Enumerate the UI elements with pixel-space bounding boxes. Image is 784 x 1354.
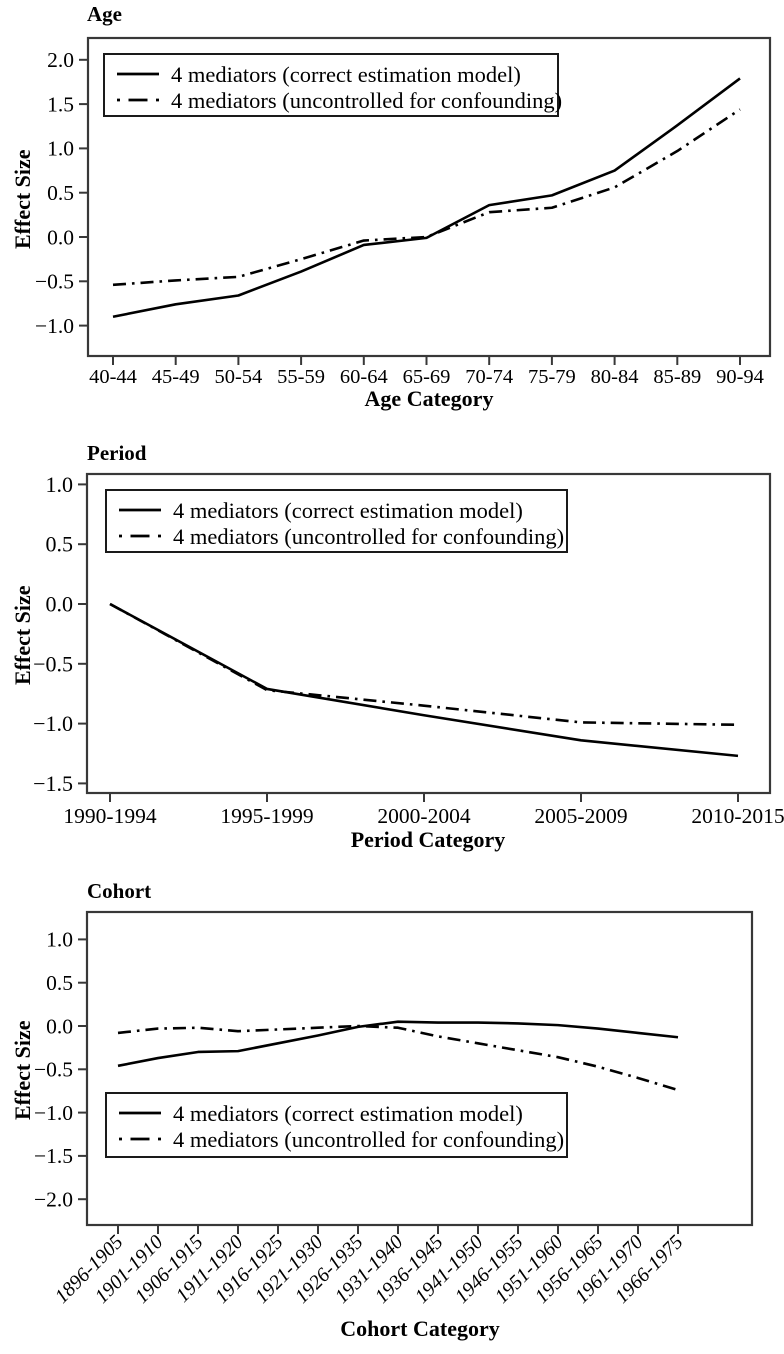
period-plot: 1.0 0.5 0.0 −0.5 −1.0 −1.5 1990-1994 1995-1999 2… xyxy=(33,472,784,828)
plot-frame xyxy=(86,36,772,358)
x-tick-label: 60-64 xyxy=(340,366,388,388)
y-tick-label: 1.0 xyxy=(47,137,74,161)
x-tick-label: 1995-1999 xyxy=(220,804,313,828)
y-tick-label: 0.5 xyxy=(46,532,74,557)
period-x-axis-title: Period Category xyxy=(350,827,506,852)
x-tick-label: 70-74 xyxy=(465,366,513,388)
series-line-dashdot xyxy=(117,1024,679,1092)
y-tick-label: 2.0 xyxy=(47,48,74,72)
y-tick-label: −1.5 xyxy=(34,1144,73,1168)
plot-frame xyxy=(85,472,772,795)
legend-label: 4 mediators (uncontrolled for confoundin… xyxy=(173,1127,564,1152)
legend-label: 4 mediators (uncontrolled for confoundin… xyxy=(171,88,562,113)
x-tick-label: 1990-1994 xyxy=(63,804,156,828)
series-line-dashdot xyxy=(109,602,739,727)
x-tick-label: 80-84 xyxy=(591,366,639,388)
x-tick-label: 2005-2009 xyxy=(534,804,627,828)
y-tick-label: −0.5 xyxy=(35,270,74,294)
cohort-panel-title: Cohort xyxy=(87,879,152,903)
series-line-solid xyxy=(112,77,741,319)
x-tick-label: 50-54 xyxy=(214,366,262,388)
x-tick-label: 2000-2004 xyxy=(377,804,470,828)
x-tick-label: 45-49 xyxy=(152,366,200,388)
age-plot: 2.0 1.5 1.0 0.5 0.0 −0.5 −1.0 40-44 45-49 50-54 55… xyxy=(35,36,772,388)
age-y-axis-title: Effect Size xyxy=(10,149,35,249)
cohort-x-axis-title: Cohort Category xyxy=(340,1316,500,1341)
y-tick-label: −2.0 xyxy=(34,1188,73,1212)
series-line-solid xyxy=(109,602,739,758)
y-tick-label: −1.0 xyxy=(35,314,74,338)
plot-frame xyxy=(85,910,754,1227)
age-panel-title: Age xyxy=(87,2,122,26)
y-tick-label: 0.5 xyxy=(46,971,73,995)
y-tick-label: −1.0 xyxy=(34,1101,73,1125)
period-panel-title: Period xyxy=(87,441,147,465)
y-tick-label: 0.0 xyxy=(47,225,74,249)
series-line-solid xyxy=(117,1020,679,1068)
legend-label: 4 mediators (uncontrolled for confoundin… xyxy=(173,524,564,549)
cohort-y-axis-title: Effect Size xyxy=(10,1020,35,1120)
cohort-plot: 1.00.50.0−0.5−1.0−1.5−2.01896-19051901-1… xyxy=(34,910,754,1308)
y-tick-label: −0.5 xyxy=(34,1058,73,1082)
y-tick-label: 1.0 xyxy=(46,928,73,952)
y-tick-label: 0.0 xyxy=(46,1014,73,1038)
y-tick-label: 1.0 xyxy=(46,472,74,497)
x-tick-label: 85-89 xyxy=(653,366,701,388)
age-x-axis-title: Age Category xyxy=(364,386,494,411)
period-y-axis-title: Effect Size xyxy=(10,585,35,685)
y-tick-label: −1.0 xyxy=(33,711,73,736)
legend-label: 4 mediators (correct estimation model) xyxy=(173,1101,523,1126)
y-tick-label: −1.5 xyxy=(33,771,73,796)
y-tick-label: 0.5 xyxy=(47,181,74,205)
series-line-dashdot xyxy=(112,108,741,287)
legend-box xyxy=(105,489,568,553)
legend-box xyxy=(103,53,559,117)
y-tick-label: −0.5 xyxy=(33,651,73,676)
x-tick-label: 65-69 xyxy=(403,366,451,388)
y-tick-label: 1.5 xyxy=(47,92,74,116)
legend-box xyxy=(105,1092,568,1158)
period-panel: 1.0 0.5 0.0 −0.5 −1.0 −1.5 1990-1994 1995-1999 2… xyxy=(0,435,784,870)
cohort-panel: 1.0 0.5 0.0 −0.5 −1.0 −1.5 −2.0 1896-1905 1901-1… xyxy=(0,870,784,1354)
age-panel: 2.0 1.5 1.0 0.5 0.0 −0.5 −1.0 40-44 45-49 50-54 55… xyxy=(0,0,784,435)
y-tick-label: 0.0 xyxy=(46,591,74,616)
legend-label: 4 mediators (correct estimation model) xyxy=(173,498,523,523)
x-tick-label: 90-94 xyxy=(716,366,764,388)
x-tick-label: 2010-2015 xyxy=(691,804,784,828)
x-tick-label: 40-44 xyxy=(89,366,137,388)
legend-label: 4 mediators (correct estimation model) xyxy=(171,62,521,87)
x-tick-label: 55-59 xyxy=(277,366,325,388)
x-tick-label: 75-79 xyxy=(528,366,576,388)
